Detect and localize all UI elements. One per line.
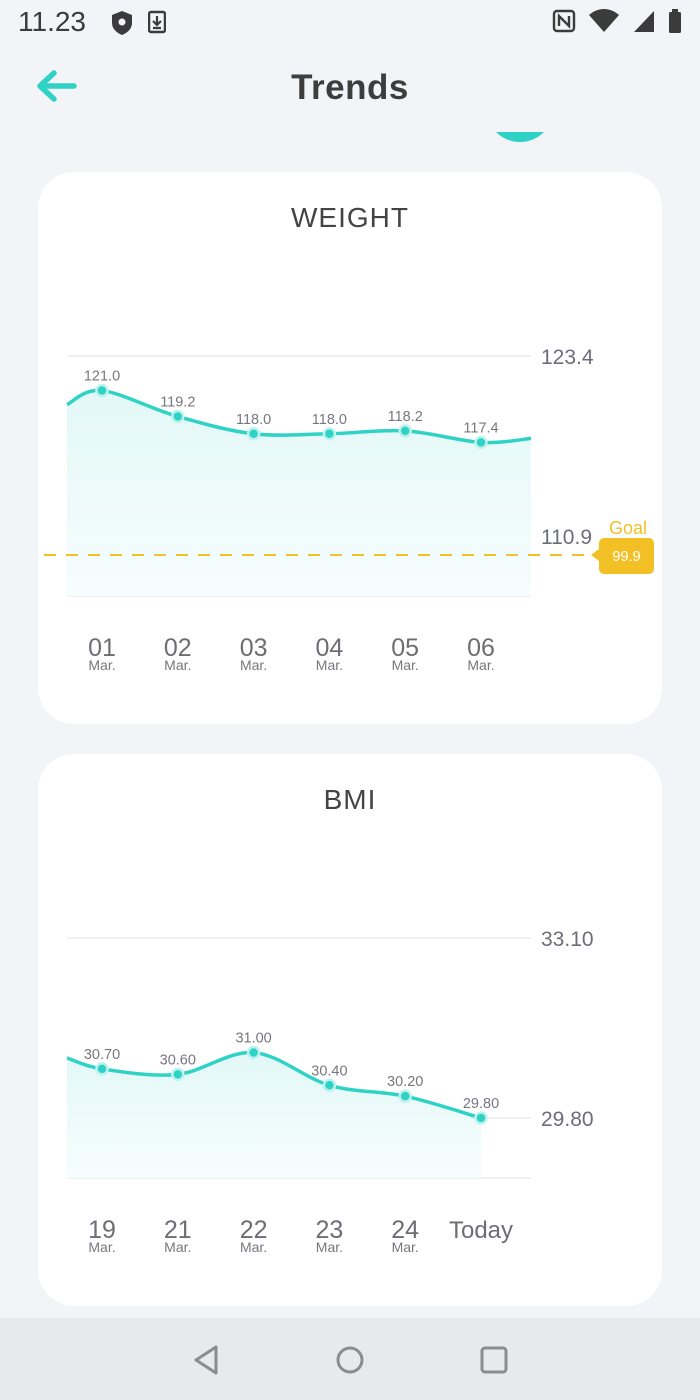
x-tick-day: 04 xyxy=(315,634,343,662)
data-label: 118.0 xyxy=(312,412,347,428)
y-tick-label: 123.4 xyxy=(541,346,594,369)
home-circle-icon xyxy=(336,1346,364,1374)
bmi-card: BMI 30.70 30.60 31.00 30.40 30.20 29.80 33.10 2… xyxy=(38,754,662,1306)
x-tick-month: Mar. xyxy=(392,657,419,673)
x-tick-day: 23 xyxy=(315,1216,343,1244)
data-label: 121.0 xyxy=(84,369,120,385)
status-time: 11.23 xyxy=(18,6,86,37)
app-header: Trends xyxy=(0,50,700,126)
x-tick-month: Mar. xyxy=(467,657,494,673)
data-label: 118.0 xyxy=(236,412,271,428)
data-label: 30.40 xyxy=(311,1063,347,1079)
x-tick-day: 01 xyxy=(88,634,116,662)
y-tick-label: 110.9 xyxy=(541,526,592,549)
x-tick-day: 05 xyxy=(391,634,419,662)
data-point[interactable] xyxy=(474,1111,488,1125)
y-tick-label: 29.80 xyxy=(541,1108,594,1131)
page-title: Trends xyxy=(291,68,409,107)
x-tick-month: Mar. xyxy=(240,1239,267,1255)
status-icons-left xyxy=(110,10,166,36)
weight-chart: 121.0 119.2 118.0 118.0 118.2 117.4 123.4 110.9… xyxy=(66,346,594,673)
weight-card: WEIGHT 121.0 119.2 118.0 118.0 118.2 117.4 123… xyxy=(38,172,662,724)
x-tick-month: Mar. xyxy=(88,657,115,673)
data-label: 30.20 xyxy=(387,1074,423,1090)
x-tick-month: Mar. xyxy=(316,657,343,673)
battery-icon xyxy=(669,9,681,33)
x-tick-month: Mar. xyxy=(316,1239,343,1255)
bmi-chart: 30.70 30.60 31.00 30.40 30.20 29.80 33.10 29.80… xyxy=(66,928,594,1255)
data-point[interactable] xyxy=(95,1062,109,1076)
data-label: 31.00 xyxy=(235,1031,271,1047)
status-bar: 11.23 xyxy=(0,0,700,44)
x-tick-day: 24 xyxy=(391,1216,419,1244)
nfc-icon xyxy=(552,9,576,33)
x-tick-day: 03 xyxy=(240,634,268,662)
x-tick-day: 02 xyxy=(164,634,192,662)
series-line xyxy=(66,388,532,445)
back-button[interactable] xyxy=(30,64,86,108)
data-label: 118.2 xyxy=(388,409,423,425)
data-point[interactable] xyxy=(322,427,337,441)
shield-icon xyxy=(112,11,132,35)
x-tick-day: 19 xyxy=(88,1216,116,1244)
x-tick-day: Today xyxy=(449,1217,513,1244)
wifi-icon xyxy=(589,9,619,32)
x-tick-day: 21 xyxy=(164,1216,192,1244)
signal-icon xyxy=(634,11,654,32)
data-point[interactable] xyxy=(95,383,109,398)
system-nav-bar xyxy=(0,1318,700,1400)
x-tick-month: Mar. xyxy=(88,1239,115,1255)
weight-card-title: WEIGHT xyxy=(291,202,409,233)
data-point[interactable] xyxy=(322,1078,337,1093)
x-tick-day: 06 xyxy=(467,634,495,662)
data-label: 30.60 xyxy=(160,1052,196,1068)
data-label: 30.70 xyxy=(84,1047,120,1063)
data-point[interactable] xyxy=(171,409,185,424)
x-tick-day: 22 xyxy=(240,1216,268,1244)
data-point[interactable] xyxy=(398,1089,412,1103)
y-tick-label: 33.10 xyxy=(541,928,594,951)
download-icon xyxy=(148,10,166,34)
data-point[interactable] xyxy=(398,424,412,438)
x-tick-month: Mar. xyxy=(392,1239,419,1255)
data-label: 117.4 xyxy=(463,420,498,436)
data-point[interactable] xyxy=(246,427,261,441)
status-icons-right xyxy=(552,9,682,33)
data-label: 29.80 xyxy=(463,1096,499,1112)
nav-home-button[interactable] xyxy=(332,1342,368,1378)
data-label: 119.2 xyxy=(160,394,195,410)
data-point[interactable] xyxy=(474,435,488,450)
recents-square-icon xyxy=(480,1346,508,1374)
header-background xyxy=(470,100,570,132)
data-point[interactable] xyxy=(246,1045,261,1060)
series-area xyxy=(67,1052,481,1178)
x-tick-month: Mar. xyxy=(164,1239,191,1255)
x-tick-month: Mar. xyxy=(164,657,191,673)
back-triangle-icon xyxy=(194,1345,218,1375)
x-tick-month: Mar. xyxy=(240,657,267,673)
series-area xyxy=(67,390,531,596)
arrow-left-icon xyxy=(37,70,77,102)
nav-recents-button[interactable] xyxy=(476,1342,512,1378)
nav-back-button[interactable] xyxy=(190,1342,226,1378)
data-point[interactable] xyxy=(171,1067,185,1082)
bmi-card-title: BMI xyxy=(323,784,377,815)
